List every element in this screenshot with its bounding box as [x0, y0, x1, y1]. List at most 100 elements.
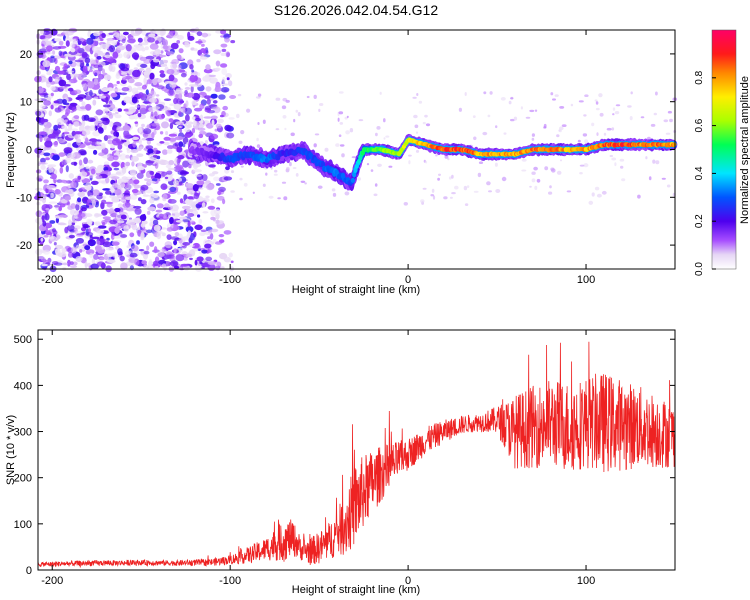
spectrogram-noise-blob	[75, 230, 83, 234]
spectrogram-noise-blob	[102, 188, 111, 191]
spectrogram-noise-blob	[226, 52, 231, 57]
spectrogram-noise-blob	[640, 116, 645, 119]
spectrogram-noise-blob	[54, 38, 62, 42]
spectrogram-noise-blob	[577, 139, 581, 143]
spectrogram-noise-blob	[96, 228, 101, 232]
spectrogram-noise-blob	[81, 129, 91, 136]
spectrogram-noise-blob	[167, 205, 173, 210]
spectrogram-y-ticks: 20 10 0 -10 -20	[16, 49, 675, 252]
spectrogram-noise-blob	[220, 35, 225, 38]
spectrogram-noise-blob	[149, 90, 157, 98]
spectrogram-noise-blob	[202, 75, 212, 82]
spectrogram-noise-blob	[51, 173, 57, 180]
spectrogram-noise-blob	[109, 121, 114, 127]
spectrogram-noise-blob	[510, 97, 514, 100]
spectrogram-noise-blob	[64, 128, 70, 132]
spectrogram-noise-blob	[58, 40, 64, 46]
spectrogram-noise-blob	[89, 58, 94, 64]
spectrogram-noise-blob	[179, 198, 184, 204]
spectrogram-noise-blob	[290, 132, 295, 137]
spectrogram-noise-blob	[178, 237, 183, 244]
spectrogram-noise-blob	[224, 124, 232, 132]
spectrogram-noise-blob	[220, 87, 230, 93]
spectrogram-noise-blob	[653, 112, 657, 116]
colorbar-tick-label: 0.6	[694, 118, 705, 132]
spectrogram-noise-blob	[79, 106, 87, 110]
spectrogram-noise-blob	[179, 169, 188, 177]
spectrogram-noise-blob	[92, 99, 97, 106]
spectrogram-noise-blob	[237, 93, 242, 97]
spectrogram-noise-blob	[43, 152, 51, 157]
spectrogram-noise-blob	[78, 98, 83, 102]
spectrogram-noise-blob	[97, 180, 106, 184]
spectrogram-noise-blob	[146, 210, 151, 215]
spectrogram-noise-blob	[127, 38, 136, 44]
spectrogram-noise-blob	[351, 156, 357, 159]
spectrogram-noise-blob	[125, 161, 131, 167]
spectrogram-noise-blob	[148, 97, 157, 104]
spectrogram-noise-blob	[91, 46, 99, 52]
spectrogram-noise-blob	[111, 196, 120, 203]
spectrogram-noise-blob	[77, 197, 82, 203]
spectrogram-noise-blob	[123, 51, 130, 59]
spectrogram-noise-blob	[187, 220, 191, 228]
spectrogram-noise-blob	[230, 40, 236, 44]
spectrogram-noise-blob	[125, 154, 130, 159]
spectrogram-noise-blob	[113, 167, 120, 171]
spectrogram-noise-blob	[89, 69, 93, 73]
spectrogram-noise-blob	[203, 116, 213, 119]
spectrogram-noise-blob	[420, 199, 425, 203]
spectrogram-noise-blob	[87, 145, 96, 149]
spectrogram-noise-blob	[123, 96, 132, 104]
spectrogram-noise-blob	[388, 165, 393, 168]
spectrogram-noise-blob	[138, 67, 145, 71]
spectrogram-noise-blob	[50, 92, 54, 97]
spectrogram-noise-blob	[358, 119, 364, 122]
spectrogram-noise-blob	[123, 108, 130, 112]
spectrogram-noise-blob	[145, 79, 154, 85]
spectrogram-noise-blob	[292, 167, 297, 169]
spectrogram-noise-blob	[62, 99, 67, 104]
spectrogram-noise-blob	[205, 195, 210, 199]
spectrogram-noise-blob	[70, 48, 76, 53]
spectrogram-noise-blob	[166, 148, 173, 154]
spectrogram-noise-blob	[495, 125, 498, 129]
spectrogram-noise-blob	[281, 181, 287, 184]
spectrogram-noise-blob	[531, 171, 536, 175]
spectrogram-noise-blob	[209, 133, 219, 140]
spectrogram-noise-blob	[220, 266, 225, 269]
spectrogram-noise-blob	[285, 99, 290, 103]
spectrogram-noise-blob	[166, 51, 175, 56]
spectrogram-noise-blob	[297, 112, 301, 117]
spectrogram-noise-blob	[204, 95, 212, 99]
spectrogram-noise-blob	[131, 161, 135, 167]
spectrogram-noise-blob	[106, 237, 110, 241]
spectrogram-noise-blob	[187, 196, 194, 200]
spectrogram-noise-blob	[213, 176, 220, 182]
spectrogram-noise-blob	[594, 99, 598, 102]
spectrogram-noise-blob	[666, 184, 671, 188]
spectrogram-noise-blob	[153, 58, 160, 63]
spectrogram-noise-blob	[53, 141, 58, 147]
spectrogram-noise-blob	[331, 188, 336, 192]
spectrogram-noise-blob	[61, 132, 65, 140]
spectrogram-noise-blob	[136, 153, 144, 157]
spectrogram-noise-blob	[72, 261, 78, 266]
spectrogram-noise-blob	[117, 248, 123, 256]
spectrogram-noise-blob	[50, 86, 56, 91]
spectrogram-noise-blob	[213, 49, 222, 55]
spectrogram-noise-blob	[80, 187, 85, 190]
spectrogram-noise-blob	[425, 123, 431, 127]
spectrogram-noise-blob	[223, 176, 233, 181]
spectrogram-noise-blob	[191, 127, 196, 134]
spectrogram-noise-blob	[61, 125, 68, 130]
spectrogram-noise-blob	[63, 147, 73, 154]
spectrogram-noise-blob	[289, 161, 292, 167]
spectrogram-noise-blob	[73, 131, 83, 135]
spectrogram-noise-blob	[138, 92, 144, 98]
spectrogram-noise-blob	[313, 94, 317, 99]
spectrogram-noise-blob	[149, 50, 159, 56]
spectrogram-noise-blob	[128, 114, 136, 120]
spectrogram-noise-blob	[171, 208, 179, 215]
spectrogram-noise-blob	[338, 91, 344, 94]
